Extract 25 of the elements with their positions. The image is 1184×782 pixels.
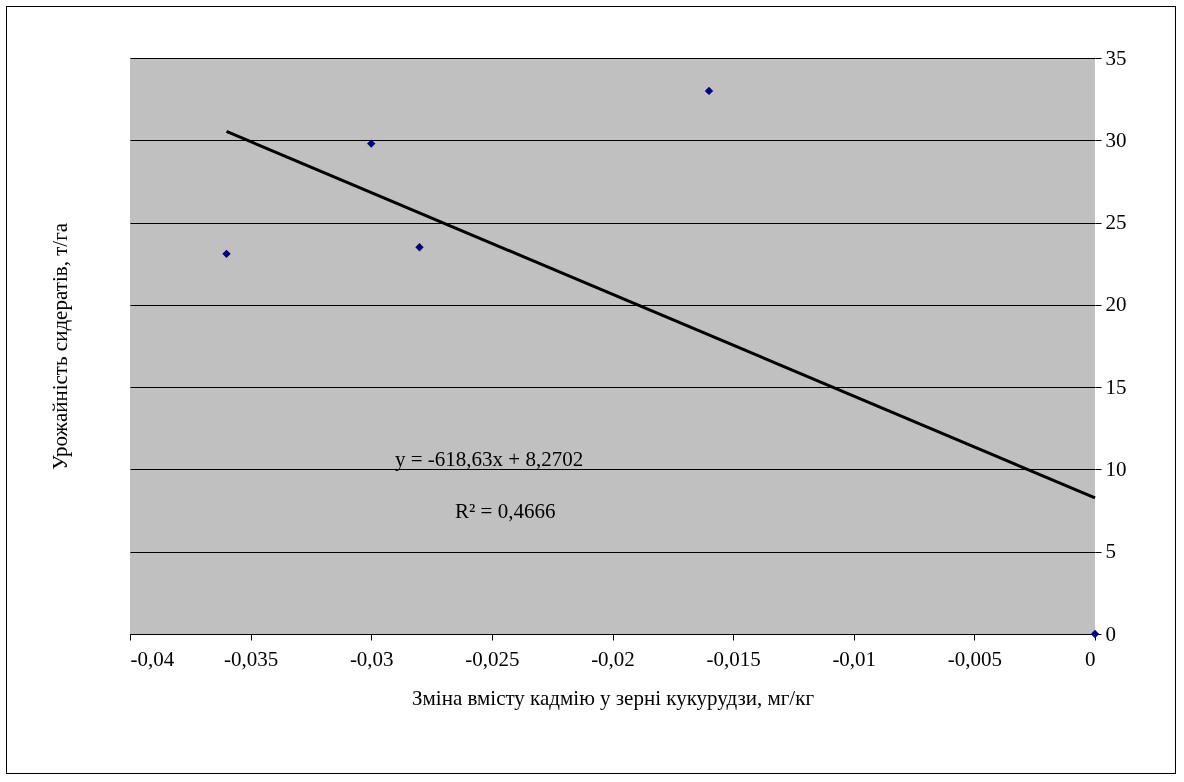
y-tick-label: 15 (1105, 374, 1127, 399)
y-tick-label: 20 (1105, 292, 1127, 317)
point (1090, 629, 1100, 639)
y-tick-label: 0 (1105, 621, 1116, 646)
x-tick-label: -0,025 (465, 646, 520, 671)
point (222, 249, 231, 259)
x-tick-label: -0,015 (706, 646, 761, 671)
x-tick-label: 0 (1085, 646, 1096, 671)
y-tick-label: 5 (1105, 539, 1116, 564)
x-axis-title: Зміна вмісту кадмію у зерні кукурудзи, мг/кг (412, 685, 815, 710)
x-tick-label: -0,01 (832, 646, 877, 671)
y-tick-label: 25 (1105, 210, 1127, 235)
x-tick-label: -0,04 (130, 646, 175, 671)
point (415, 243, 424, 252)
annotation: R² = 0,4666 (455, 499, 556, 523)
y-tick-label: 10 (1105, 456, 1127, 481)
x-tick-label: -0,02 (591, 646, 635, 671)
point (704, 86, 714, 96)
point (367, 139, 376, 148)
y-tick-label: 35 (1105, 45, 1127, 70)
x-tick-label: -0,005 (947, 646, 1002, 671)
y-tick-label: 30 (1105, 127, 1127, 152)
x-tick-label: -0,035 (224, 646, 279, 671)
y-axis-title: Урожайність сидератів, т/га (47, 222, 72, 471)
x-tick-label: -0,03 (349, 646, 394, 671)
